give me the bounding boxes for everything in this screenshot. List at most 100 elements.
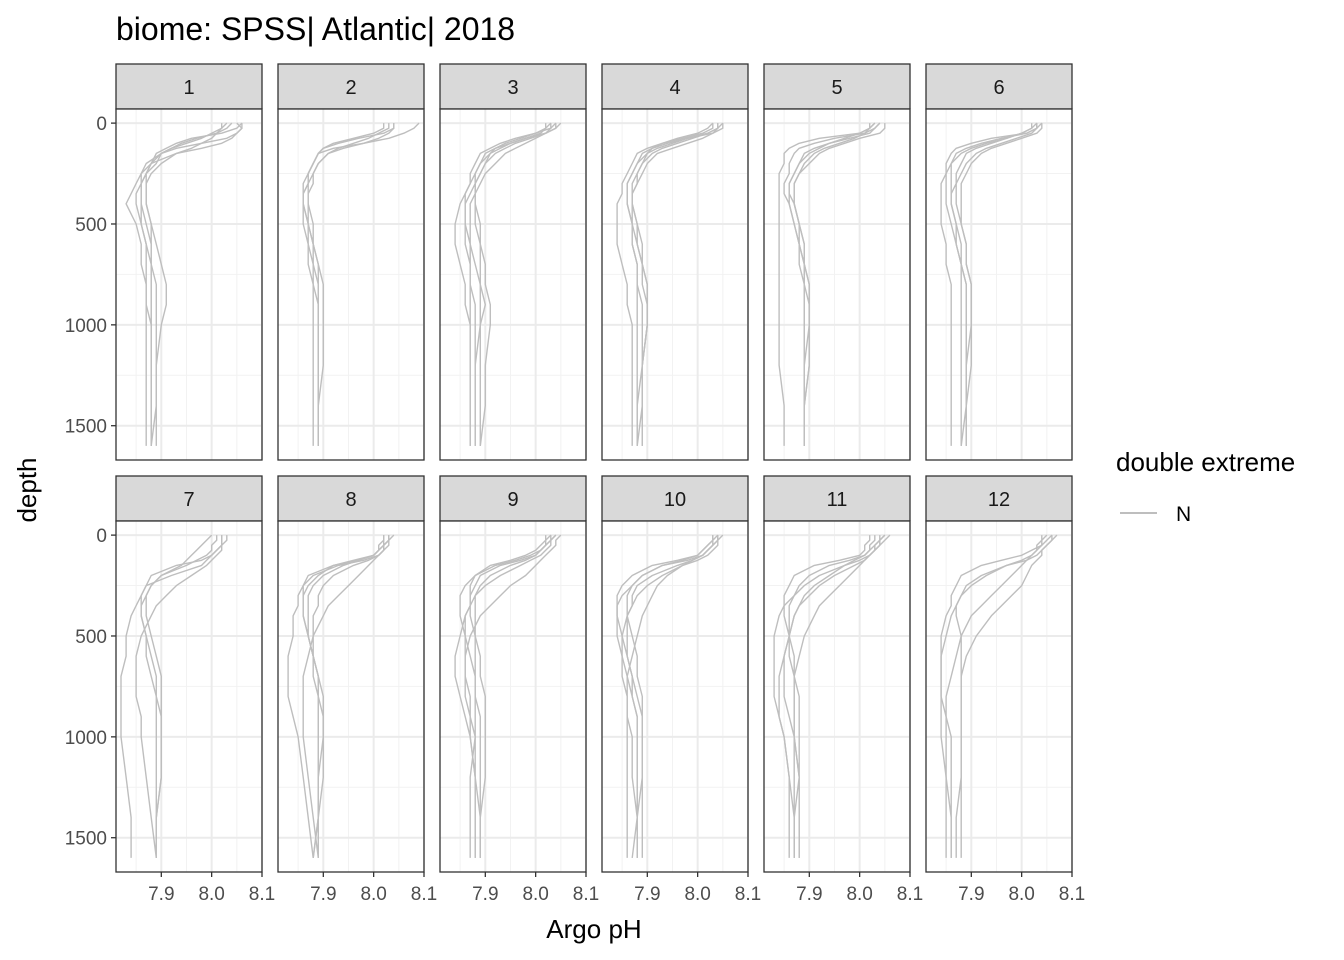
panel-background [278, 521, 424, 872]
profile-line [940, 534, 1048, 858]
x-tick-label: 8.0 [360, 884, 386, 905]
facet-strip-label: 4 [669, 77, 680, 99]
y-tick-label: 0 [96, 526, 107, 547]
profile-line [616, 123, 714, 446]
profile-line [302, 535, 390, 858]
panel-background [764, 521, 910, 872]
facet-panel: 8 [277, 475, 425, 877]
panel-background [602, 521, 748, 872]
x-tick-label: 8.1 [735, 884, 761, 905]
profile-line [788, 535, 881, 858]
profile-line [778, 122, 876, 446]
panel-background [926, 521, 1072, 872]
y-tick-label: 500 [75, 215, 107, 236]
profile-line [960, 123, 1043, 446]
profile-line [135, 535, 228, 858]
profile-line [793, 123, 871, 446]
panel-border [601, 520, 749, 873]
panel-border [763, 108, 911, 461]
x-tick-label: 8.1 [573, 884, 599, 905]
y-axis-title: depth [12, 457, 42, 522]
facet-panel: 12 [925, 475, 1073, 877]
panel-border [925, 520, 1073, 873]
x-tick-label: 8.1 [1059, 884, 1085, 905]
panel-border [439, 108, 587, 461]
panel-border [439, 520, 587, 873]
x-tick-label: 7.9 [310, 884, 336, 905]
x-tick-label: 7.9 [472, 884, 498, 905]
panel-border [925, 108, 1073, 461]
y-tick-label: 0 [96, 114, 107, 135]
profile-line [140, 122, 228, 446]
facet-strip-label: 2 [345, 77, 356, 99]
facet-strip-label: 9 [507, 489, 518, 511]
facet-strip-label: 8 [345, 489, 356, 511]
profile-line [145, 123, 223, 446]
profile-line [464, 123, 547, 446]
profile-line [135, 122, 233, 446]
panel-border [763, 520, 911, 873]
panel-background [440, 521, 586, 872]
profile-line [945, 534, 1053, 858]
profile-line [950, 123, 1038, 446]
facet-strip-label: 7 [183, 489, 194, 511]
facet-strip [277, 63, 425, 110]
x-tick-label: 8.0 [1008, 884, 1034, 905]
x-tick-label: 7.9 [148, 884, 174, 905]
profile-line [469, 534, 552, 858]
x-tick-label: 8.1 [249, 884, 275, 905]
panel-background [440, 109, 586, 460]
profile-line [940, 123, 1038, 446]
facet-panel: 7 [111, 475, 263, 877]
x-tick-label: 7.9 [796, 884, 822, 905]
facet-strip-label: 11 [827, 489, 848, 511]
profile-line [778, 534, 886, 858]
facet-panel: 1 [111, 63, 263, 461]
facet-strip [601, 475, 749, 522]
facet-strip [925, 63, 1073, 110]
profile-line [469, 123, 552, 446]
facet-strip-label: 6 [993, 77, 1004, 99]
profile-line [454, 534, 557, 858]
facet-panel: 4 [601, 63, 749, 461]
x-tick-label: 7.9 [634, 884, 660, 905]
facet-strip-label: 5 [831, 77, 842, 99]
y-tick-label: 1000 [65, 728, 107, 749]
facet-strip-label: 1 [183, 77, 194, 99]
facet-strip [763, 475, 911, 522]
x-tick-label: 8.1 [411, 884, 437, 905]
profile-line [783, 535, 871, 858]
profile-line [459, 535, 552, 858]
facet-strip [115, 63, 263, 110]
profile-line [140, 535, 218, 858]
x-tick-label: 8.1 [897, 884, 923, 905]
panel-background [116, 109, 262, 460]
panel-background [116, 521, 262, 872]
facet-panel: 9 [439, 475, 587, 877]
profile-line [307, 123, 395, 446]
panel-background [602, 109, 748, 460]
facet-panel: 6 [925, 63, 1073, 461]
y-tick-label: 1000 [65, 316, 107, 337]
profile-line [631, 122, 714, 446]
facet-strip-label: 12 [988, 489, 1010, 511]
y-tick-label: 1500 [65, 829, 107, 850]
legend-label: N [1176, 503, 1191, 526]
profile-line [626, 535, 714, 858]
x-tick-label: 8.0 [522, 884, 548, 905]
legend: double extreme N [1116, 447, 1295, 526]
y-axis-tick-labels: 0 500 1000 1500 0 500 1000 1500 [65, 114, 107, 850]
x-axis-tick-labels: 7.9 8.0 8.1 7.9 8.0 8.1 7.9 8.0 8.1 7.9 8.0 8.1 7.9 8… [148, 884, 1085, 905]
x-tick-label: 8.0 [684, 884, 710, 905]
facet-panels: 1 2 3 4 5 67 8 9 10 11 12 [111, 63, 1073, 877]
facet-panel: 10 [601, 475, 749, 877]
y-tick-label: 500 [75, 627, 107, 648]
profile-line [626, 534, 724, 858]
facet-strip-label: 3 [507, 77, 518, 99]
panel-background [278, 109, 424, 460]
profile-line [464, 534, 562, 858]
panel-background [926, 109, 1072, 460]
profile-line [125, 123, 243, 446]
y-tick-label: 1500 [65, 417, 107, 438]
chart-title: biome: SPSS| Atlantic| 2018 [116, 11, 515, 47]
